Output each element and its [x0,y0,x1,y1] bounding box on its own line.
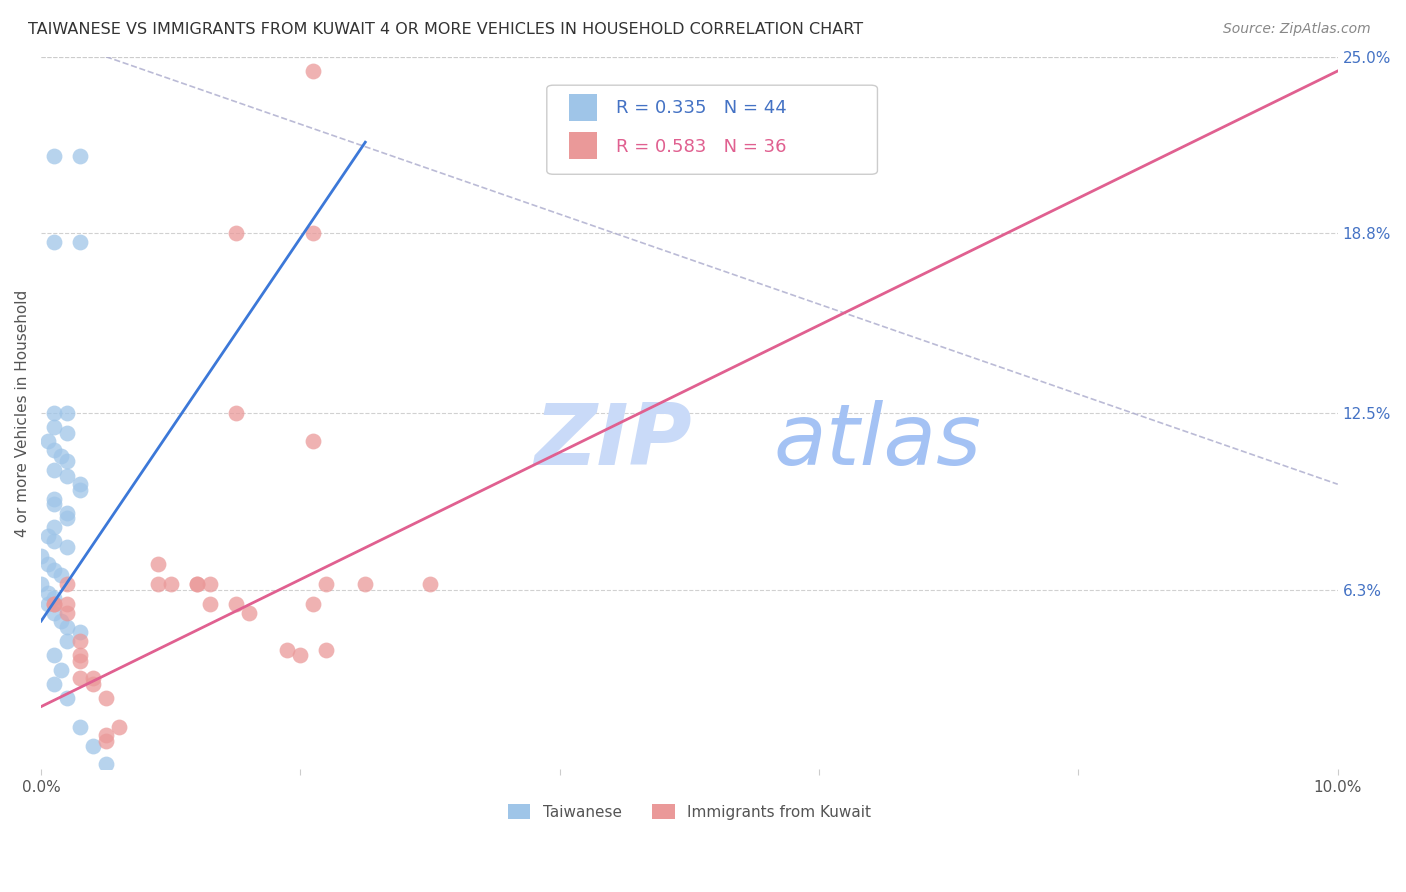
Point [42,420,65,434]
Point [302,597,325,611]
Point [146,577,169,591]
Point [94,691,117,706]
Text: R = 0.583   N = 36: R = 0.583 N = 36 [616,138,786,156]
Text: TAIWANESE VS IMMIGRANTS FROM KUWAIT 4 OR MORE VEHICLES IN HOUSEHOLD CORRELATION : TAIWANESE VS IMMIGRANTS FROM KUWAIT 4 OR… [28,22,863,37]
Point [315,642,337,657]
Point [37,585,59,599]
Point [56,511,79,525]
Point [186,577,208,591]
Point [69,634,91,648]
Point [56,634,79,648]
Point [225,597,247,611]
Point [42,597,65,611]
Point [419,577,441,591]
Point [108,720,131,734]
Point [56,506,79,520]
Point [56,606,79,620]
Point [49,568,72,582]
Point [56,454,79,468]
Point [94,756,117,771]
Point [42,491,65,506]
Point [225,227,247,241]
Point [56,577,79,591]
Point [42,497,65,511]
Point [186,577,208,591]
Point [56,468,79,483]
Point [69,720,91,734]
Point [49,449,72,463]
Point [42,591,65,606]
Point [42,463,65,477]
Point [56,691,79,706]
Point [42,606,65,620]
Point [276,642,298,657]
Point [238,606,260,620]
Point [69,235,91,249]
Point [69,648,91,663]
Text: ZIP: ZIP [534,400,692,483]
Point [49,663,72,677]
Point [42,406,65,420]
Point [69,654,91,668]
Point [30,549,52,563]
Point [94,733,117,747]
Point [315,577,337,591]
FancyBboxPatch shape [569,94,598,120]
Point [42,235,65,249]
Text: Source: ZipAtlas.com: Source: ZipAtlas.com [1223,22,1371,37]
Text: atlas: atlas [773,400,981,483]
Point [37,528,59,542]
Y-axis label: 4 or more Vehicles in Household: 4 or more Vehicles in Household [15,289,30,537]
Point [56,540,79,554]
FancyBboxPatch shape [569,131,598,159]
Point [82,677,104,691]
Point [42,443,65,458]
Point [42,597,65,611]
Point [37,434,59,449]
Point [354,577,377,591]
Point [42,563,65,577]
Point [56,597,79,611]
Point [42,677,65,691]
FancyBboxPatch shape [547,85,877,174]
Point [56,425,79,440]
Point [42,149,65,163]
Point [69,149,91,163]
Point [69,477,91,491]
Point [49,614,72,628]
Point [69,625,91,640]
Point [30,577,52,591]
Point [302,227,325,241]
Point [159,577,181,591]
Point [82,739,104,754]
Point [37,597,59,611]
Point [56,620,79,634]
Point [56,406,79,420]
Point [198,597,221,611]
Point [146,557,169,571]
Point [94,728,117,742]
Legend: Taiwanese, Immigrants from Kuwait: Taiwanese, Immigrants from Kuwait [502,797,877,826]
Point [302,64,325,78]
Point [69,671,91,685]
Point [37,557,59,571]
Text: R = 0.335   N = 44: R = 0.335 N = 44 [616,99,786,117]
Point [225,406,247,420]
Point [42,648,65,663]
Point [42,520,65,534]
Point [69,483,91,497]
Point [42,534,65,549]
Point [82,671,104,685]
Point [302,434,325,449]
Point [290,648,312,663]
Point [198,577,221,591]
